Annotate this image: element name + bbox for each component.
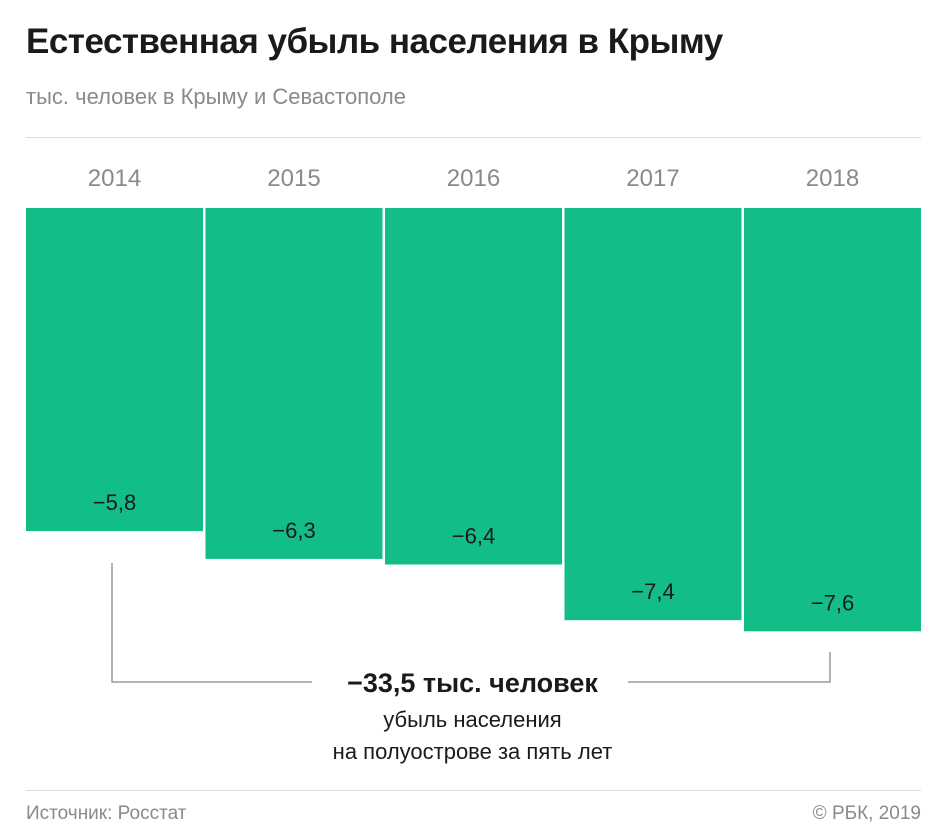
- year-label: 2017: [626, 165, 679, 192]
- value-label: −6,3: [272, 518, 315, 543]
- year-label: 2015: [267, 165, 320, 192]
- caption-line-2: на полуострове за пять лет: [332, 739, 613, 764]
- total-caption: убыль населения на полуострове за пять ле…: [0, 704, 945, 768]
- caption-line-1: убыль населения: [383, 707, 562, 732]
- total-value: −33,5 тыс. человек: [347, 668, 598, 698]
- year-label: 2014: [88, 165, 141, 192]
- chart-subtitle: тыс. человек в Крыму и Севастополе: [26, 84, 406, 109]
- year-label: 2018: [806, 165, 859, 192]
- bar-2014: [26, 208, 203, 532]
- source: Источник: Росстат: [26, 803, 187, 824]
- bar-2018: [744, 208, 921, 632]
- bottom-divider: [26, 790, 921, 791]
- bracket-left: [111, 563, 312, 683]
- bar-2016: [385, 208, 562, 565]
- value-label: −7,6: [811, 590, 854, 615]
- year-label: 2016: [447, 165, 500, 192]
- copyright: © РБК, 2019: [812, 803, 921, 824]
- top-divider: [26, 137, 921, 138]
- bar-2017: [564, 208, 742, 621]
- value-label: −5,8: [93, 490, 136, 515]
- chart-title: Естественная убыль населения в Крыму: [26, 22, 723, 61]
- bracket-right: [628, 652, 831, 683]
- bracket: [111, 563, 831, 683]
- value-label: −7,4: [631, 579, 674, 604]
- bar-2015: [205, 208, 383, 559]
- value-label: −6,4: [452, 523, 495, 548]
